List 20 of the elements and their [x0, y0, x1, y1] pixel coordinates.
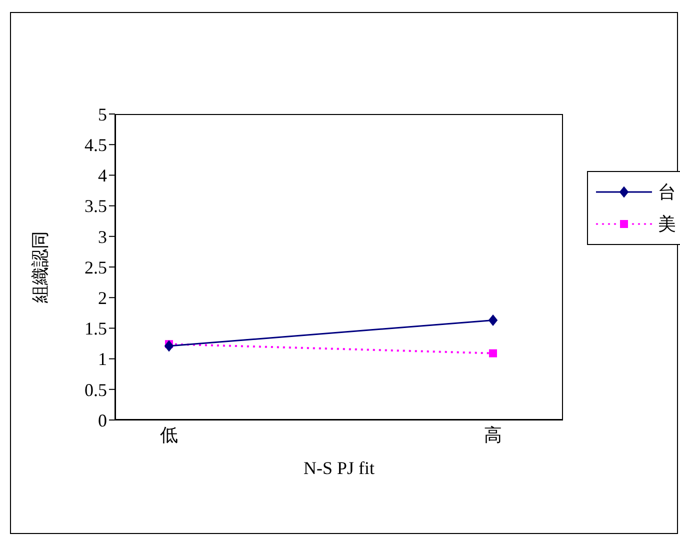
- legend-label: 美: [658, 213, 676, 236]
- point: [488, 314, 498, 326]
- y-tick-label: 5: [98, 104, 107, 124]
- x-axis-title: N-S PJ fit: [303, 458, 375, 478]
- point: [489, 349, 497, 358]
- y-tick-label: 4: [98, 166, 107, 186]
- x-tick-label: 高: [484, 424, 502, 445]
- y-tick-label: 3.5: [84, 196, 107, 216]
- y-tick-label: 3: [98, 226, 107, 247]
- y-tick-label: 2: [98, 288, 107, 308]
- y-tick-label: 0: [98, 410, 107, 430]
- y-axis-title: 組織認同: [29, 231, 51, 303]
- legend-label: 台: [658, 181, 676, 204]
- y-tick-label: 4.5: [84, 134, 107, 155]
- point: [164, 340, 174, 352]
- y-tick-label: 2.5: [84, 257, 107, 278]
- y-tick-label: 1.5: [84, 318, 107, 339]
- x-tick-label: 低: [160, 424, 178, 445]
- y-tick-label: 1: [98, 349, 107, 370]
- y-tick-label: 0.5: [84, 380, 107, 400]
